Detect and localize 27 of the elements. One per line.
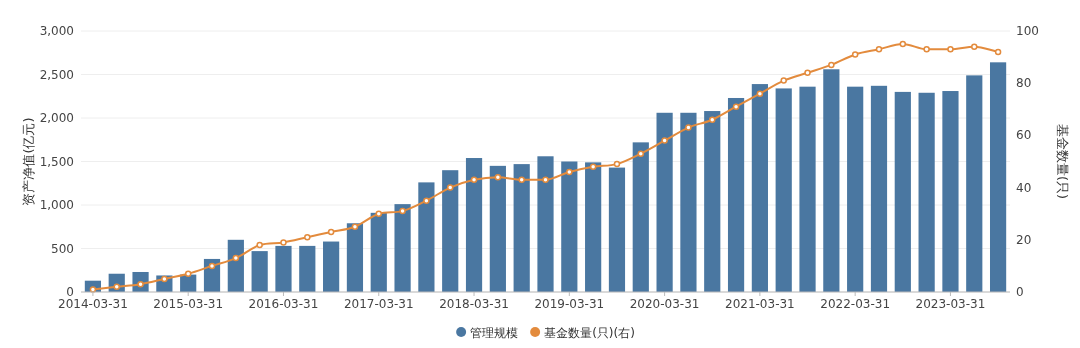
y2-tick-label: 60 — [1016, 128, 1032, 143]
x-tick-label: 2016-03-31 — [248, 297, 319, 311]
y-axis-title: 资产净值(亿元) — [21, 117, 36, 206]
y2-axis-title: 基金数量(只) — [1055, 123, 1070, 200]
y-tick-label: 1,500 — [39, 154, 74, 169]
y2-tick-label: 80 — [1016, 76, 1032, 91]
y2-tick-label: 20 — [1016, 232, 1032, 247]
x-tick-label: 2018-03-31 — [439, 297, 509, 311]
x-tick-label: 2017-03-31 — [343, 297, 414, 311]
x-tick-label: 2021-03-31 — [725, 297, 795, 311]
x-tick-label: 2014-03-31 — [58, 297, 128, 311]
y-tick-label: 2,500 — [39, 67, 74, 82]
x-tick-label: 2019-03-31 — [534, 297, 605, 311]
y-tick-label: 0 — [66, 285, 74, 299]
y-tick-label: 500 — [51, 241, 74, 256]
legend-label: 基金数量(只)(右) — [544, 325, 635, 340]
y-tick-label: 3,000 — [39, 24, 74, 38]
y-tick-label: 1,000 — [39, 198, 74, 212]
x-tick-label: 2023-03-31 — [915, 297, 986, 311]
x-tick-label: 2020-03-31 — [629, 297, 700, 311]
x-tick-label: 2022-03-31 — [820, 297, 891, 311]
y2-tick-label: 40 — [1016, 180, 1032, 195]
legend-label: 管理规模 — [470, 325, 519, 340]
y2-tick-label: 100 — [1016, 24, 1039, 38]
y-tick-label: 2,000 — [39, 111, 74, 125]
x-tick-label: 2015-03-31 — [153, 297, 224, 311]
y2-tick-label: 0 — [1016, 285, 1024, 299]
